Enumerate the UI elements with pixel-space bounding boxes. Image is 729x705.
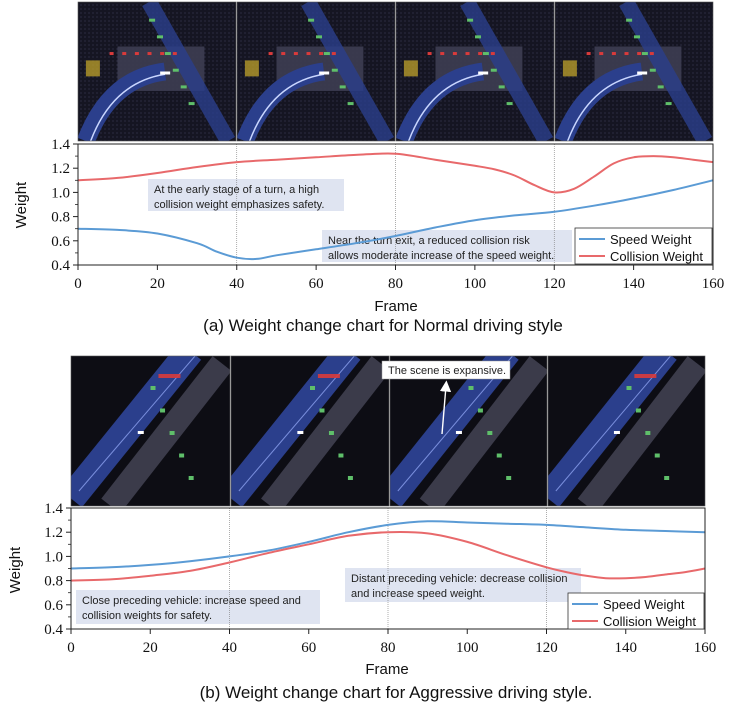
ylabel-aggressive: Weight — [7, 546, 24, 593]
y-tick-label: 1.4 — [51, 137, 70, 153]
x-tick-label: 80 — [381, 640, 396, 656]
x-tick-label: 80 — [388, 276, 403, 292]
legend: Speed Weight Collision Weight — [574, 227, 713, 265]
x-tick-label: 60 — [301, 640, 316, 656]
ylabel-normal: Weight — [13, 181, 30, 228]
annotation-box: At the early stage of a turn, a highcoll… — [148, 179, 344, 211]
annotation-text: Near the turn exit, a reduced collision … — [328, 235, 530, 247]
x-tick-label: 120 — [535, 640, 558, 656]
scene-callout-text: The scene is expansive. — [388, 365, 506, 377]
scene-callout: The scene is expansive. — [381, 360, 511, 435]
caption-normal: (a) Weight change chart for Normal drivi… — [203, 316, 563, 335]
annotation-box: Close preceding vehicle: increase speed … — [76, 590, 320, 624]
x-tick-label: 100 — [464, 276, 487, 292]
x-tick-label: 60 — [309, 276, 324, 292]
annotation-text: Close preceding vehicle: increase speed … — [82, 595, 301, 607]
scene-frame — [554, 1, 714, 142]
annotation-text: collision weight emphasizes safety. — [154, 199, 324, 211]
y-tick-label: 1.2 — [44, 525, 63, 541]
speed-weight-line — [70, 520, 706, 570]
y-tick-label: 0.8 — [44, 574, 63, 590]
xlabel-normal: Frame — [374, 298, 417, 315]
legend-label: Collision Weight — [610, 249, 703, 264]
chart-aggressive: Close preceding vehicle: increase speed … — [7, 501, 716, 702]
collision-weight-line — [77, 152, 714, 194]
scene-frame — [547, 355, 706, 507]
legend-label: Speed Weight — [603, 597, 685, 612]
y-tick-label: 0.6 — [51, 234, 70, 250]
y-tick-label: 1.0 — [44, 549, 63, 565]
speed-weight-line — [77, 179, 714, 261]
scene-frame — [70, 355, 231, 507]
x-tick-label: 0 — [74, 276, 82, 292]
y-tick-label: 1.0 — [51, 185, 70, 201]
y-tick-label: 0.8 — [51, 210, 70, 226]
x-tick-label: 140 — [615, 640, 638, 656]
x-tick-label: 0 — [67, 640, 75, 656]
annotation-text: Distant preceding vehicle: decrease coll… — [351, 573, 567, 585]
xlabel-aggressive: Frame — [365, 661, 408, 678]
x-tick-label: 40 — [229, 276, 244, 292]
annotation-text: collision weights for safety. — [82, 610, 212, 622]
scene-frame — [230, 355, 390, 507]
x-tick-label: 120 — [543, 276, 566, 292]
annotation-text: and increase speed weight. — [351, 588, 485, 600]
scene-strip-normal — [77, 1, 714, 142]
y-tick-label: 1.4 — [44, 501, 63, 517]
scene-frame — [395, 1, 555, 142]
legend-label: Speed Weight — [610, 232, 692, 247]
x-tick-label: 160 — [694, 640, 717, 656]
x-tick-label: 140 — [622, 276, 645, 292]
legend-label: Collision Weight — [603, 614, 696, 629]
annotation-text: allows moderate increase of the speed we… — [328, 250, 554, 262]
collision-weight-line — [70, 530, 706, 582]
y-tick-label: 0.4 — [44, 622, 63, 638]
annotation-box: Near the turn exit, a reduced collision … — [322, 230, 572, 262]
scene-frame — [236, 1, 396, 142]
x-tick-label: 20 — [143, 640, 158, 656]
caption-aggressive: (b) Weight change chart for Aggressive d… — [200, 683, 593, 702]
x-tick-label: 40 — [222, 640, 237, 656]
y-tick-label: 0.6 — [44, 598, 63, 614]
scene-strip-aggressive — [70, 355, 706, 507]
legend: Speed Weight Collision Weight — [567, 592, 705, 630]
chart-normal: At the early stage of a turn, a highcoll… — [13, 137, 724, 335]
y-tick-label: 1.2 — [51, 161, 70, 177]
y-tick-label: 0.4 — [51, 258, 70, 274]
annotation-box: Distant preceding vehicle: decrease coll… — [345, 568, 581, 602]
x-tick-label: 100 — [456, 640, 479, 656]
x-tick-label: 160 — [702, 276, 725, 292]
scene-frame — [77, 1, 237, 142]
x-tick-label: 20 — [150, 276, 165, 292]
